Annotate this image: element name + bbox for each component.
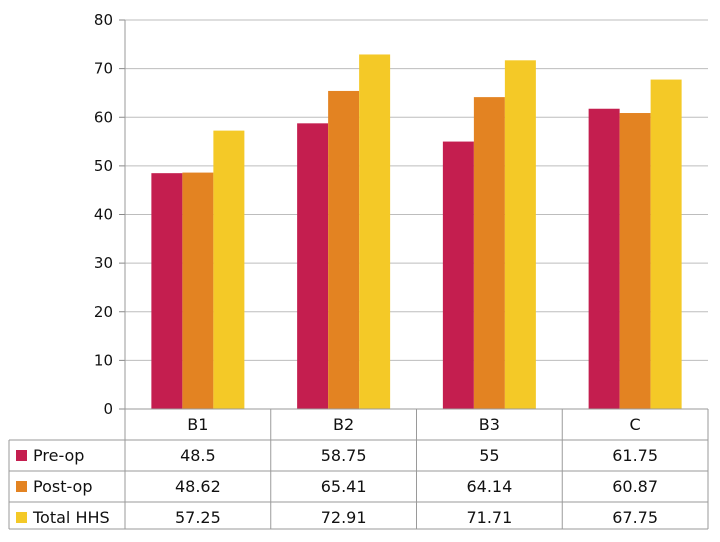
data-label: 61.75: [612, 446, 658, 465]
y-tick-label: 60: [94, 108, 113, 126]
y-tick-label: 40: [94, 206, 113, 224]
data-label: 48.62: [175, 477, 221, 496]
y-tick-label: 80: [94, 11, 113, 29]
data-label: 60.87: [612, 477, 658, 496]
data-label: 65.41: [321, 477, 367, 496]
category-label: C: [630, 415, 641, 434]
bar-pre-op: [588, 108, 620, 409]
y-tick-label: 30: [94, 254, 113, 272]
data-table: B1 B2 B3 C Pre-op 48.5 58.75 55 61.75 Post-op 48.6…: [8, 20, 709, 530]
bar-post-op: [473, 97, 505, 409]
legend-swatch: [16, 450, 27, 461]
category-label: B3: [479, 415, 500, 434]
legend-label: Post-op: [33, 477, 93, 496]
bars: [151, 54, 682, 410]
category-label: B2: [333, 415, 354, 434]
data-label: 48.5: [180, 446, 216, 465]
data-label: 64.14: [466, 477, 512, 496]
y-tick-label: 50: [94, 157, 113, 175]
data-label: 67.75: [612, 508, 658, 527]
bar-total-hhs: [504, 60, 536, 410]
legend-label: Total HHS: [32, 508, 110, 527]
bar-post-op: [182, 172, 214, 409]
data-label: 72.91: [321, 508, 367, 527]
data-label: 57.25: [175, 508, 221, 527]
bar-pre-op: [297, 123, 329, 409]
bar-pre-op: [151, 173, 183, 409]
bar-total-hhs: [213, 130, 245, 409]
data-label: 58.75: [321, 446, 367, 465]
category-label: B1: [187, 415, 208, 434]
y-tick-label: 10: [94, 351, 113, 369]
bar-pre-op: [442, 141, 474, 409]
data-label: 55: [479, 446, 499, 465]
bar-total-hhs: [650, 79, 682, 410]
legend-swatch: [16, 512, 27, 523]
y-tick-label: 70: [94, 60, 113, 78]
bar-post-op: [328, 90, 360, 409]
y-tick-label: 0: [103, 400, 113, 418]
bar-total-hhs: [359, 54, 391, 409]
data-label: 71.71: [466, 508, 512, 527]
y-tick-label: 20: [94, 303, 113, 321]
y-axis: 0 10 20 30 40 50 60 70 80: [94, 11, 125, 418]
bar-post-op: [619, 113, 651, 409]
legend-swatch: [16, 481, 27, 492]
legend-label: Pre-op: [33, 446, 84, 465]
